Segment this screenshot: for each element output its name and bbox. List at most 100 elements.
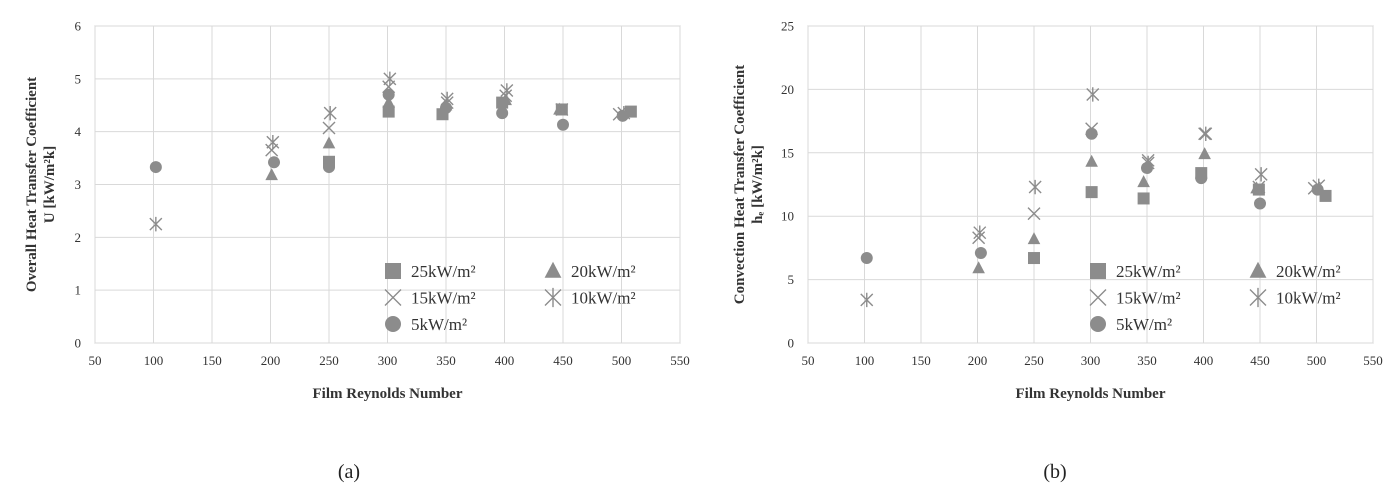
- x-tick-label: 450: [553, 353, 573, 368]
- data-point: [860, 252, 873, 265]
- data-point: [322, 121, 336, 135]
- legend-label: 20kW/m²: [571, 262, 636, 281]
- legend: 25kW/m² 20kW/m² 15kW/m² 10kW/m² 5kW/m²: [1089, 261, 1341, 334]
- legend-label: 15kW/m²: [1116, 289, 1181, 308]
- data-point: [382, 95, 395, 108]
- y-tick-label: 0: [75, 336, 82, 351]
- legend-label: 25kW/m²: [411, 262, 476, 281]
- data-point: [1252, 180, 1266, 194]
- data-point: [1085, 127, 1098, 140]
- data-point-shape: [1199, 126, 1213, 141]
- y-tick-labels: 0 5 10 15 20 25: [781, 19, 794, 351]
- legend-marker: [1090, 316, 1106, 332]
- legend-marker-shape: [1249, 287, 1267, 308]
- data-point-shape: [1198, 147, 1211, 160]
- series-1: [265, 93, 566, 181]
- data-point-shape: [1085, 154, 1098, 167]
- data-point: [268, 156, 281, 169]
- x-tick-label: 350: [1137, 353, 1157, 368]
- data-point: [499, 93, 512, 106]
- y-tick-label: 10: [781, 209, 794, 224]
- data-point: [1086, 87, 1100, 102]
- x-tick-labels: 50 100 150 200 250 300 350 400 450 500 550: [89, 353, 690, 368]
- y-tick-label: 3: [75, 177, 82, 192]
- series-1: [972, 147, 1263, 274]
- legend-label: 25kW/m²: [1116, 262, 1181, 281]
- data-point-shape: [1027, 232, 1041, 245]
- y-tick-labels: 0 1 2 3 4 5 6: [75, 19, 82, 351]
- legend: 25kW/m² 20kW/m² 15kW/m² 10kW/m² 5kW/m²: [384, 261, 636, 334]
- gridlines: [807, 25, 1374, 344]
- data-point: [974, 246, 987, 259]
- legend-label: 5kW/m²: [1116, 315, 1172, 334]
- data-point: [973, 225, 987, 240]
- x-tick-label: 150: [911, 353, 931, 368]
- data-point-shape: [1027, 207, 1041, 221]
- data-point: [1027, 232, 1041, 245]
- data-point-shape: [266, 135, 280, 150]
- data-point: [972, 261, 985, 274]
- y-tick-label: 2: [75, 230, 82, 245]
- legend-marker: [385, 263, 401, 279]
- data-point-shape: [149, 161, 162, 174]
- x-axis-label: Film Reynolds Number: [1016, 386, 1166, 402]
- x-tick-label: 50: [802, 353, 815, 368]
- x-tick-label: 100: [855, 353, 875, 368]
- data-point-shape: [557, 118, 569, 131]
- data-point: [1198, 127, 1212, 141]
- data-point: [1028, 252, 1040, 265]
- data-point: [1311, 183, 1324, 196]
- data-point: [1195, 172, 1208, 185]
- data-point: [383, 71, 397, 87]
- data-point: [1137, 192, 1150, 205]
- data-point-shape: [1028, 179, 1042, 195]
- data-point-shape: [1254, 167, 1268, 182]
- x-tick-label: 300: [1081, 353, 1101, 368]
- x-tick-label: 400: [495, 353, 515, 368]
- y-tick-label: 6: [75, 19, 82, 34]
- data-point-shape: [323, 161, 335, 174]
- x-tick-label: 500: [612, 353, 632, 368]
- data-point: [1141, 162, 1153, 175]
- x-tick-label: 250: [319, 353, 339, 368]
- legend-marker: [1249, 261, 1267, 278]
- x-tick-labels: 50 100 150 200 250 300 350 400 450 500 550: [802, 353, 1383, 368]
- data-point: [496, 107, 509, 120]
- x-tick-label: 100: [144, 353, 164, 368]
- data-point-shape: [860, 292, 874, 308]
- data-point-shape: [972, 231, 986, 245]
- x-tick-label: 300: [378, 353, 398, 368]
- data-point-shape: [616, 109, 629, 122]
- gridlines: [94, 25, 681, 344]
- data-point-shape: [499, 93, 512, 106]
- data-point: [1250, 181, 1263, 194]
- legend-label: 15kW/m²: [411, 289, 476, 308]
- data-point-shape: [500, 83, 514, 98]
- legend-label: 10kW/m²: [571, 289, 636, 308]
- y-tick-label: 5: [75, 71, 82, 86]
- data-point-shape: [382, 95, 395, 108]
- x-tick-label: 450: [1250, 353, 1270, 368]
- data-point: [860, 292, 874, 308]
- data-point: [1028, 179, 1042, 195]
- y-axis-label-line1: Convection Heat Transfer Coefficient: [732, 65, 748, 305]
- data-point-shape: [440, 101, 452, 114]
- data-point: [440, 101, 452, 114]
- data-point: [616, 109, 629, 122]
- y-axis-label-line2: hₑ [kW/m²k]: [750, 145, 766, 224]
- x-tick-label: 400: [1194, 353, 1214, 368]
- data-point: [149, 161, 162, 174]
- legend-marker: [1089, 289, 1107, 306]
- y-axis-label-line2: U [kW/m²k]: [42, 146, 58, 223]
- panel-label: (a): [338, 461, 360, 483]
- data-point: [382, 105, 395, 118]
- data-point: [322, 136, 336, 149]
- data-point-shape: [1137, 175, 1150, 188]
- data-point-shape: [1250, 181, 1263, 194]
- data-point: [1085, 186, 1098, 199]
- data-point-shape: [1198, 127, 1212, 141]
- data-point-shape: [1311, 183, 1324, 196]
- data-point-shape: [1252, 180, 1266, 194]
- legend-marker-shape: [385, 316, 401, 332]
